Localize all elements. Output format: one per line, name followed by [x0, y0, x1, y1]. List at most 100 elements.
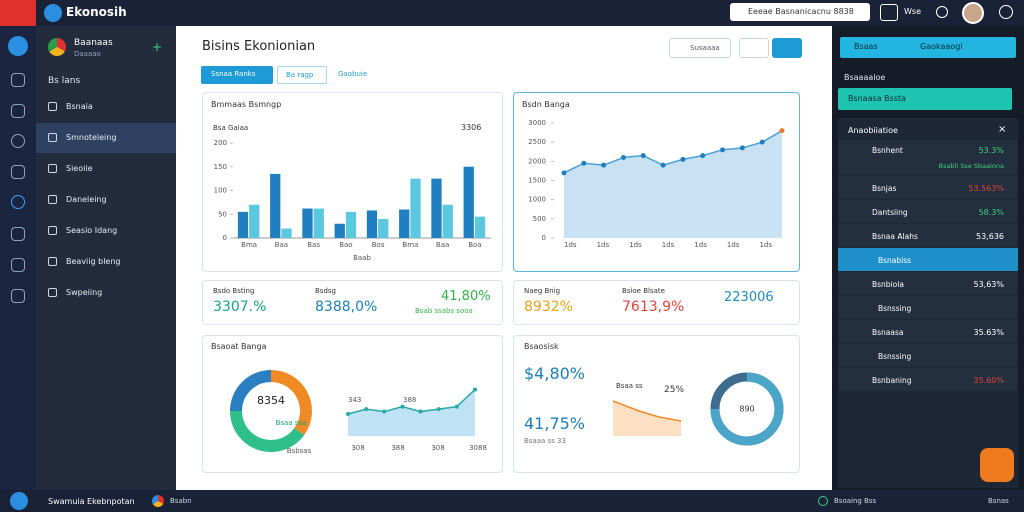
y-tick-label: 0: [223, 234, 227, 242]
card-total: 3306: [461, 123, 482, 132]
brand: Ekonosih: [66, 5, 127, 19]
x-tick-label: Bma: [402, 241, 418, 249]
nav-item[interactable]: Smnoteleing: [36, 123, 176, 153]
rail-icon[interactable]: [11, 227, 25, 241]
kpi-title: Bsdo Bsting: [213, 287, 255, 295]
bar: [345, 211, 357, 238]
x-label: 308: [431, 444, 444, 452]
icon[interactable]: [880, 4, 898, 21]
point: [739, 145, 745, 151]
status: Bsoaing Bss: [834, 497, 877, 505]
user-menu[interactable]: Wse: [904, 7, 921, 16]
rail-icon[interactable]: [11, 289, 25, 303]
bar: [431, 178, 442, 238]
nav-item[interactable]: Sieoiie: [36, 154, 176, 184]
row-value: 35.60%: [973, 376, 1004, 385]
view-button[interactable]: [739, 38, 769, 58]
bottom-tab[interactable]: Bsabn: [170, 497, 192, 505]
list-title: Anaobiiatioe: [848, 126, 898, 135]
settings-icon[interactable]: [936, 6, 948, 18]
nav-label: Sieoiie: [66, 164, 93, 173]
row-value: 53.3%: [978, 146, 1004, 155]
power-icon[interactable]: [999, 5, 1013, 19]
panel-heading: Bsaaaaloe: [844, 73, 886, 82]
point: [400, 404, 405, 409]
mini-area: [612, 400, 682, 436]
bottom-right[interactable]: Bsnas: [988, 497, 1009, 505]
x-tick-label: 1ds: [597, 241, 610, 249]
nav-label: Daneleing: [66, 195, 107, 204]
list-row[interactable]: Bsnbiola 53,63%: [838, 272, 1018, 295]
kpi-note: Bsab ssabs sooa: [415, 307, 473, 315]
search-box[interactable]: Eeeae Basnanicacnu 8838: [730, 3, 870, 21]
list-row[interactable]: Bsnssing: [838, 296, 1018, 319]
bar: [302, 208, 313, 238]
area: [348, 389, 475, 436]
bar: [442, 204, 453, 238]
nav-item[interactable]: Bsnaia: [36, 92, 176, 122]
donut-foot: Bsbsas: [287, 447, 312, 455]
nav-item[interactable]: Swpeiing: [36, 278, 176, 308]
add-button[interactable]: +: [152, 40, 163, 54]
rail-icon[interactable]: [8, 36, 28, 56]
list-row[interactable]: Bsnssing: [838, 344, 1018, 367]
row-label: Bsnbaning: [872, 376, 912, 385]
button-bar[interactable]: Bsaas Gaokaaogi: [840, 37, 1016, 58]
fab[interactable]: [980, 448, 1014, 482]
bar: [410, 178, 421, 238]
tab-active[interactable]: Ssnaa Ranks: [201, 66, 273, 84]
list-row[interactable]: Dantsiing 58.3%: [838, 200, 1018, 223]
bar: [378, 219, 389, 238]
list-row[interactable]: Bsnjas 53.563%: [838, 176, 1018, 199]
list-row[interactable]: Bsnaasa 35.63%: [838, 320, 1018, 343]
row-label: Bsnhent: [872, 146, 903, 155]
donut-center: 8354: [257, 394, 285, 407]
ring-chart: 890: [710, 372, 784, 446]
nav-label: Beaviig bleng: [66, 257, 121, 266]
kpi-card: Naeg Bnig 8932% Bsioe Blsate 7613,9% 223…: [513, 280, 800, 325]
rail-icon[interactable]: [11, 134, 25, 148]
rail-icon[interactable]: [11, 195, 25, 209]
teal-bar[interactable]: Bsnaasa Bssta: [838, 88, 1012, 110]
point: [581, 160, 587, 166]
nav-icon: [48, 226, 57, 235]
y-tick-label: 100: [214, 187, 227, 195]
y-tick-label: 500: [533, 215, 546, 223]
rail-icon[interactable]: [11, 104, 25, 118]
point: [660, 162, 666, 168]
kpi-title: Bsdsg: [315, 287, 336, 295]
stat-note: Bsaaa ss 33: [524, 437, 566, 445]
point: [436, 407, 441, 412]
rail-icon[interactable]: [11, 258, 25, 272]
menu-button[interactable]: [0, 0, 36, 26]
point: [364, 407, 369, 412]
close-button[interactable]: ×: [998, 124, 1007, 135]
view-button-active[interactable]: [772, 38, 802, 58]
x-tick-label: 1ds: [694, 241, 707, 249]
x-tick-label: Bos: [372, 241, 385, 249]
nav-label: Seasio Idang: [66, 226, 118, 235]
nav-item[interactable]: Daneleing: [36, 185, 176, 215]
row-label: Dantsiing: [872, 208, 908, 217]
list-row[interactable]: Bsnhent 53.3% Bsabli Sse Sbaaiona: [838, 140, 1018, 175]
list-row[interactable]: Bsnabiss: [838, 248, 1018, 271]
nav-item[interactable]: Seasio Idang: [36, 216, 176, 246]
nav-label: Bsnaia: [66, 102, 93, 111]
row-value: 53,636: [976, 232, 1004, 241]
nav-item[interactable]: Beaviig bleng: [36, 247, 176, 277]
rail-icon[interactable]: [11, 165, 25, 179]
rail-icon[interactable]: [11, 73, 25, 87]
nav-icon: [48, 164, 57, 173]
avatar[interactable]: [962, 2, 984, 24]
tab-label: Ssnaa Ranks: [211, 70, 256, 78]
tab[interactable]: Gaobuie: [338, 70, 368, 78]
filter-button[interactable]: Susaaaa: [669, 38, 731, 58]
list-row[interactable]: Bsnbaning 35.60%: [838, 368, 1018, 391]
app-name: Swamuia Ekebnpotan: [48, 497, 135, 506]
tab[interactable]: Ba ragp: [277, 66, 327, 84]
y-tick-label: 50: [218, 210, 227, 218]
list-row[interactable]: Bsnaa Alahs 53,636: [838, 224, 1018, 247]
line-label: 388: [403, 396, 416, 404]
bar: [366, 210, 378, 238]
point: [454, 404, 459, 409]
